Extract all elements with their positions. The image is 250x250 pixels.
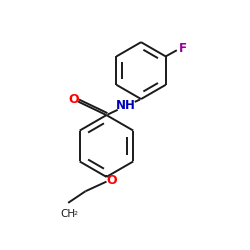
Text: O: O: [106, 174, 117, 187]
Text: CH: CH: [60, 209, 76, 219]
Text: F: F: [179, 42, 187, 56]
Text: O: O: [68, 93, 79, 106]
Text: NH: NH: [116, 99, 136, 112]
Text: $_2$: $_2$: [72, 209, 78, 218]
